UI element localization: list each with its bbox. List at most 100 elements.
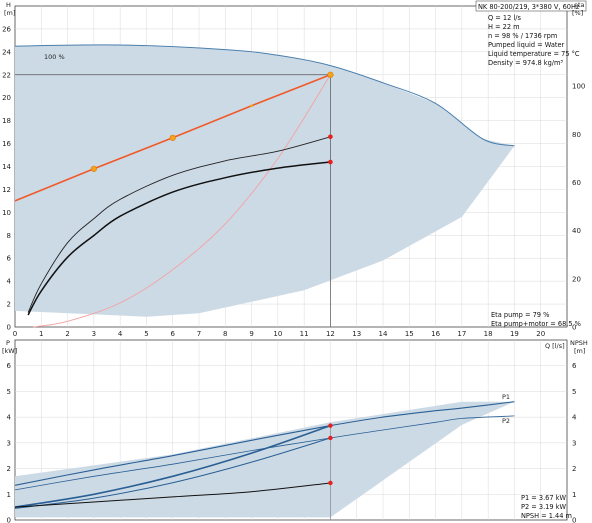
h-tick-label: 26 <box>2 25 11 33</box>
p-tick-label: 1 <box>7 491 11 499</box>
x-tick-label: 3 <box>92 330 96 338</box>
x-tick-label: 0 <box>13 330 17 338</box>
npsh-op-point <box>328 480 333 486</box>
duty-marker <box>90 165 97 172</box>
p-tick-label: 6 <box>7 362 12 370</box>
head-envelope <box>15 45 515 317</box>
x-tick-label: 16 <box>431 330 440 338</box>
x-tick-label: 9 <box>249 330 253 338</box>
info-head: H = 22 m <box>488 23 520 31</box>
x-tick-label: 15 <box>405 330 414 338</box>
x-tick-label: 2 <box>65 330 69 338</box>
h-tick-label: 8 <box>7 232 11 240</box>
p-tick-label: 2 <box>7 465 11 473</box>
eta-tick-label: 80 <box>572 131 581 139</box>
x-tick-label: 13 <box>352 330 361 338</box>
x-tick-label: 20 <box>536 330 545 338</box>
p-tick-label: 3 <box>7 439 11 447</box>
operating-envelopes <box>14 44 515 518</box>
npsh-axis-label: NPSH [m] <box>570 339 588 355</box>
info-liquid: Pumped liquid = Water <box>488 41 565 49</box>
x-tick-label: 10 <box>273 330 282 338</box>
h-tick-label: 24 <box>2 48 11 56</box>
h-tick-label: 10 <box>2 209 11 217</box>
x-tick-label: 14 <box>379 330 388 338</box>
info-speed: n = 98 % / 1736 rpm <box>488 32 557 40</box>
eta-tick-label: 60 <box>572 179 581 187</box>
h-tick-label: 22 <box>2 71 11 79</box>
p2-text: P2 = 3.19 kW <box>521 503 566 511</box>
p2-curve-label: P2 <box>502 417 510 425</box>
max-head-curve <box>14 44 515 147</box>
x-tick-label: 17 <box>457 330 466 338</box>
x-tick-label: 19 <box>510 330 519 338</box>
pump-header: NK 80-200/219, 3*380 V, 60Hz <box>478 3 580 11</box>
curve-100-label: 100 % <box>44 53 65 61</box>
eta-pump-op-point <box>328 134 333 140</box>
eta-axis-label: eta [%] <box>572 1 585 17</box>
system-curve-curve <box>33 74 331 328</box>
npsh-curve <box>14 482 331 508</box>
x-tick-label: 7 <box>197 330 201 338</box>
p2-max-curve <box>14 415 515 491</box>
eta-pump-motor-curve <box>27 161 331 316</box>
h-tick-label: 4 <box>7 278 12 286</box>
npsh-tick-label: 3 <box>572 439 576 447</box>
markers <box>90 71 334 486</box>
small-marker <box>250 104 253 108</box>
p-tick-label: 4 <box>7 414 12 422</box>
x-tick-label: 6 <box>170 330 175 338</box>
p2-op-point <box>328 435 333 441</box>
info-temperature: Liquid temperature = 75 °C <box>488 50 580 58</box>
h-tick-label: 16 <box>2 140 11 148</box>
p1-curve-label: P1 <box>502 393 510 401</box>
tick-labels: 0 1 2 3 4 5 6 7 8 9 10 11 12 13 14 15 16 17 18 19 2002468101… <box>2 25 585 523</box>
eta-tick-label: 0 <box>572 324 576 332</box>
h-tick-label: 18 <box>2 117 11 125</box>
x-tick-label: 18 <box>484 330 493 338</box>
power-envelope <box>15 401 515 518</box>
npsh-tick-label: 0 <box>572 517 576 523</box>
p1-op-point <box>328 423 333 428</box>
npsh-tick-label: 4 <box>572 414 577 422</box>
q-axis-label: Q [l/s] <box>545 342 565 350</box>
eta-pump-curve <box>27 136 331 313</box>
x-tick-label: 5 <box>144 330 148 338</box>
x-tick-label: 11 <box>300 330 309 338</box>
eta-pump-motor-op-point <box>328 159 333 165</box>
p-tick-label: 0 <box>7 517 11 523</box>
p1-op-curve <box>14 424 331 508</box>
eta-tick-label: 40 <box>572 227 581 235</box>
p-tick-label: 5 <box>7 388 11 396</box>
h-axis-label: H [m] <box>4 1 15 17</box>
curves <box>14 74 515 520</box>
npsh-tick-label: 1 <box>572 491 576 499</box>
h-tick-label: 0 <box>7 324 11 332</box>
x-tick-label: 8 <box>223 330 227 338</box>
x-tick-label: 12 <box>326 330 335 338</box>
eta-tick-label: 100 <box>572 83 585 91</box>
duty-marker <box>327 71 334 78</box>
h-tick-label: 2 <box>7 301 11 309</box>
p-axis-label: P [kW] <box>2 339 17 355</box>
eta-pump-motor-text: Eta pump+motor = 68.5 % <box>491 320 581 328</box>
h-tick-label: 14 <box>2 163 11 171</box>
header-box <box>475 0 587 12</box>
h-tick-label: 20 <box>2 94 11 102</box>
eta-pump-text: Eta pump = 79 % <box>491 311 549 319</box>
duty-marker <box>169 134 176 141</box>
npsh-text: NPSH = 1.44 m <box>521 512 572 520</box>
info-density: Density = 974.8 kg/m³ <box>488 59 563 67</box>
x-tick-label: 4 <box>118 330 123 338</box>
npsh-tick-label: 5 <box>572 388 576 396</box>
h-tick-label: 12 <box>2 186 11 194</box>
npsh-tick-label: 6 <box>572 362 577 370</box>
bottom-panel-frame <box>14 339 568 521</box>
h-tick-label: 6 <box>7 255 12 263</box>
npsh-tick-label: 2 <box>572 465 576 473</box>
x-tick-label: 1 <box>39 330 43 338</box>
info-flow: Q = 12 l/s <box>488 14 521 22</box>
eta-tick-label: 20 <box>572 275 581 283</box>
p1-max-curve <box>14 401 515 486</box>
